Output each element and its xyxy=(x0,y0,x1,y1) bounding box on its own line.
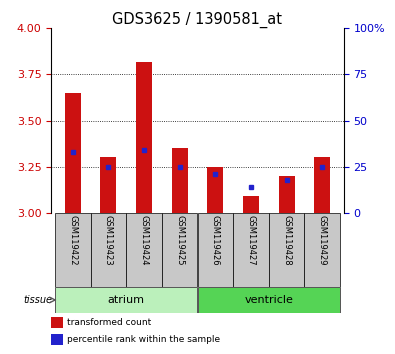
Text: GSM119423: GSM119423 xyxy=(104,215,113,266)
Text: GSM119429: GSM119429 xyxy=(318,215,327,266)
Bar xyxy=(126,213,162,286)
Bar xyxy=(305,213,340,286)
Bar xyxy=(278,176,295,213)
Title: GDS3625 / 1390581_at: GDS3625 / 1390581_at xyxy=(113,12,282,28)
Bar xyxy=(51,333,63,345)
Bar xyxy=(55,213,90,286)
Bar xyxy=(243,196,259,213)
Bar xyxy=(136,62,152,213)
Bar xyxy=(233,213,269,286)
Bar xyxy=(55,286,198,313)
Text: GSM119428: GSM119428 xyxy=(282,215,291,266)
Text: ventricle: ventricle xyxy=(245,295,293,305)
Bar xyxy=(198,286,340,313)
Bar xyxy=(269,213,305,286)
Text: GSM119422: GSM119422 xyxy=(68,215,77,266)
Bar xyxy=(314,158,330,213)
Bar xyxy=(65,93,81,213)
Bar xyxy=(198,213,233,286)
Bar xyxy=(162,213,198,286)
Bar xyxy=(100,158,117,213)
Bar xyxy=(207,167,223,213)
Text: transformed count: transformed count xyxy=(68,318,152,327)
Text: percentile rank within the sample: percentile rank within the sample xyxy=(68,335,220,344)
Bar xyxy=(172,148,188,213)
Bar xyxy=(51,317,63,329)
Bar xyxy=(90,213,126,286)
Text: GSM119427: GSM119427 xyxy=(246,215,256,266)
Text: GSM119424: GSM119424 xyxy=(139,215,149,266)
Text: atrium: atrium xyxy=(108,295,145,305)
Text: GSM119425: GSM119425 xyxy=(175,215,184,266)
Text: GSM119426: GSM119426 xyxy=(211,215,220,266)
Text: tissue: tissue xyxy=(23,295,52,305)
